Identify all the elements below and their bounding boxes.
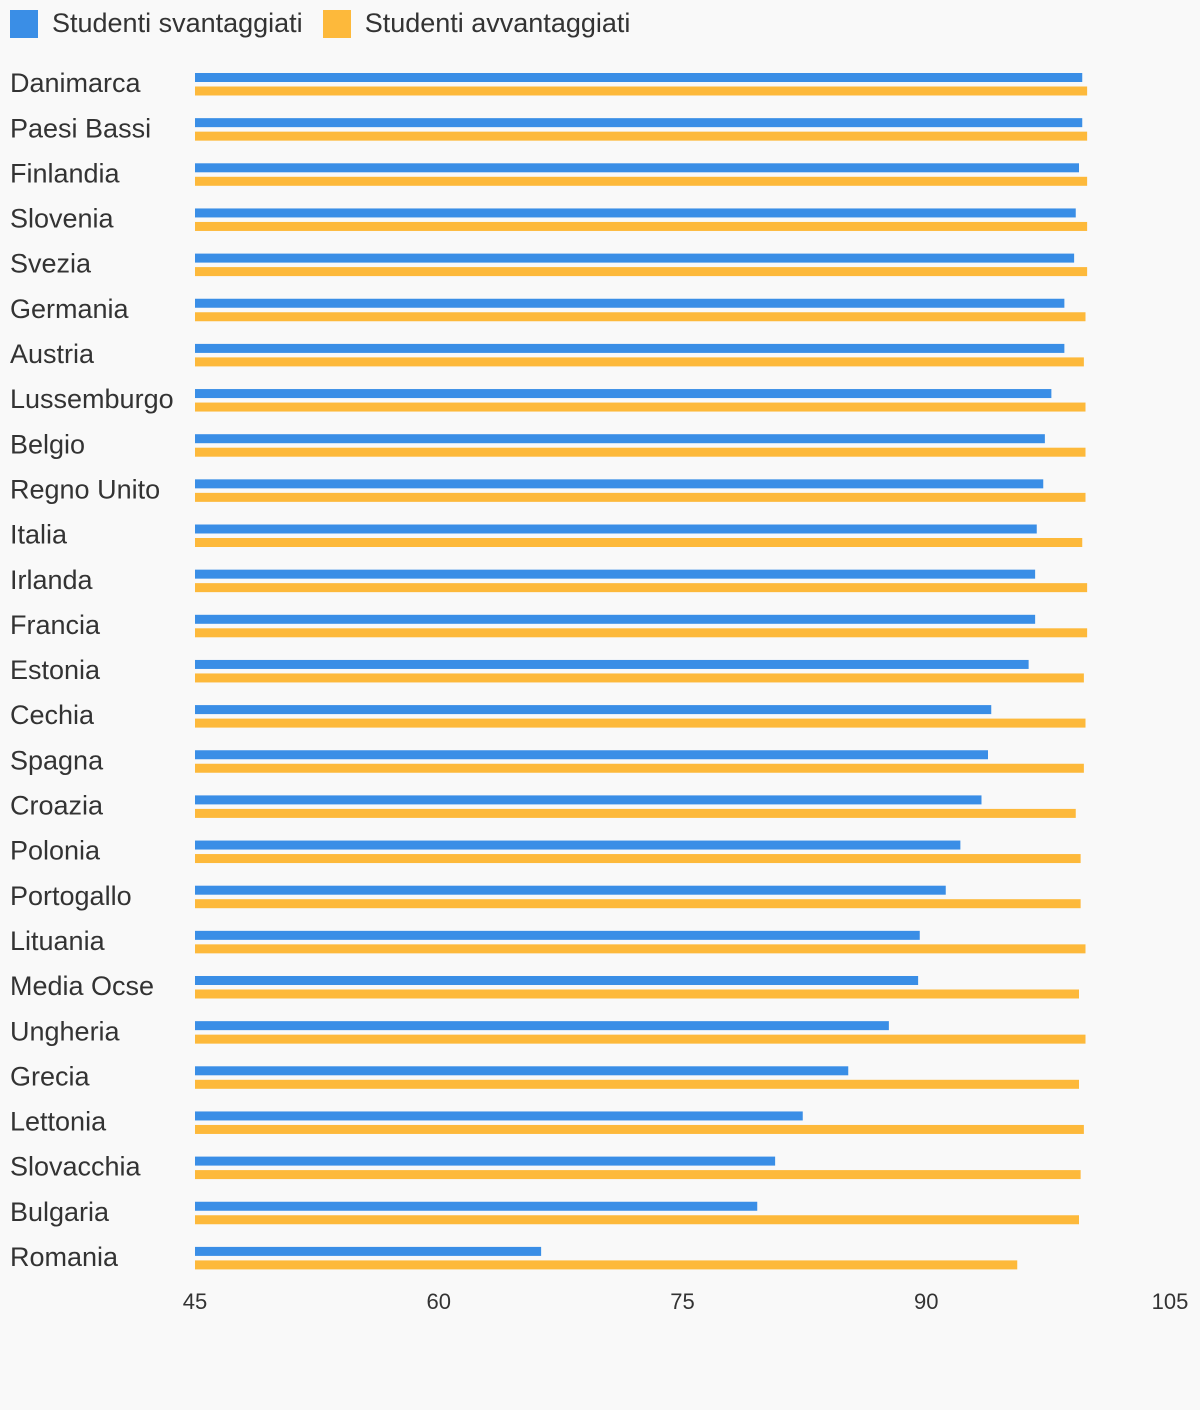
category-label: Danimarca (10, 68, 142, 98)
bar-disadvantaged[interactable] (195, 569, 1036, 579)
category-label: Slovacchia (10, 1152, 142, 1182)
bar-advantaged[interactable] (195, 583, 1088, 593)
bar-disadvantaged[interactable] (195, 389, 1052, 399)
legend-label-advantaged: Studenti avvantaggiati (364, 8, 631, 38)
legend-swatch-disadvantaged (10, 9, 38, 38)
bar-disadvantaged[interactable] (195, 163, 1079, 173)
bar-advantaged[interactable] (195, 267, 1088, 277)
category-label: Media Ocse (10, 971, 154, 1001)
bar-advantaged[interactable] (195, 357, 1084, 367)
category-label: Francia (10, 610, 101, 640)
bar-disadvantaged[interactable] (195, 343, 1065, 353)
bar-disadvantaged[interactable] (195, 750, 988, 760)
category-label: Slovenia (10, 204, 115, 234)
bar-advantaged[interactable] (195, 628, 1088, 638)
bar-disadvantaged[interactable] (195, 253, 1075, 263)
bar-disadvantaged[interactable] (195, 1021, 889, 1031)
bar-disadvantaged[interactable] (195, 298, 1065, 308)
category-label: Cechia (10, 700, 95, 730)
category-label: Ungheria (10, 1016, 121, 1046)
bar-advantaged[interactable] (195, 1215, 1079, 1225)
category-label: Lettonia (10, 1107, 107, 1137)
category-label: Romania (10, 1242, 119, 1272)
category-label: Irlanda (10, 565, 94, 595)
category-label: Italia (10, 520, 68, 550)
bar-disadvantaged[interactable] (195, 524, 1037, 534)
category-label: Regno Unito (10, 474, 160, 504)
category-label: Polonia (10, 836, 101, 866)
bar-advantaged[interactable] (195, 402, 1086, 412)
category-label: Lussemburgo (10, 384, 174, 414)
bar-disadvantaged[interactable] (195, 118, 1083, 128)
bar-disadvantaged[interactable] (195, 795, 982, 805)
bar-advantaged[interactable] (195, 221, 1088, 231)
category-label: Svezia (10, 249, 92, 279)
bar-advantaged[interactable] (195, 1079, 1079, 1089)
category-label: Grecia (10, 1061, 91, 1091)
category-label: Finlandia (10, 158, 121, 188)
bar-disadvantaged[interactable] (195, 1111, 803, 1121)
bar-disadvantaged[interactable] (195, 434, 1045, 444)
bar-disadvantaged[interactable] (195, 73, 1083, 82)
x-tick-label: 75 (670, 1289, 694, 1314)
bar-disadvantaged[interactable] (195, 659, 1029, 669)
bar-disadvantaged[interactable] (195, 885, 946, 895)
bar-advantaged[interactable] (195, 808, 1076, 818)
category-label: Belgio (10, 429, 85, 459)
bar-advantaged[interactable] (195, 944, 1086, 954)
category-label: Bulgaria (10, 1197, 110, 1227)
x-tick-label: 60 (427, 1289, 451, 1314)
bar-disadvantaged[interactable] (195, 705, 992, 715)
legend-item-advantaged[interactable]: Studenti avvantaggiati (322, 8, 631, 39)
bar-advantaged[interactable] (195, 312, 1086, 322)
bar-advantaged[interactable] (195, 899, 1081, 909)
bar-disadvantaged[interactable] (195, 1246, 542, 1256)
bar-advantaged[interactable] (195, 718, 1086, 728)
bar-advantaged[interactable] (195, 176, 1088, 186)
x-tick-label: 45 (183, 1289, 207, 1314)
category-label: Austria (10, 339, 95, 369)
category-label: Germania (10, 294, 130, 324)
bar-advantaged[interactable] (195, 538, 1083, 547)
category-label: Paesi Bassi (10, 113, 151, 143)
x-tick-label: 105 (1152, 1289, 1189, 1314)
chart-legend: Studenti svantaggiati Studenti avvantagg… (10, 8, 650, 39)
bar-advantaged[interactable] (195, 989, 1079, 999)
bar-disadvantaged[interactable] (195, 1066, 849, 1076)
bar-disadvantaged[interactable] (195, 479, 1044, 489)
bar-advantaged[interactable] (195, 1260, 1018, 1270)
bar-advantaged[interactable] (195, 1170, 1081, 1180)
category-label: Portogallo (10, 881, 132, 911)
bar-disadvantaged[interactable] (195, 208, 1076, 218)
category-label: Croazia (10, 791, 104, 821)
bar-disadvantaged[interactable] (195, 614, 1036, 624)
category-label: Estonia (10, 655, 101, 685)
bar-disadvantaged[interactable] (195, 840, 961, 850)
bar-disadvantaged[interactable] (195, 976, 919, 985)
bar-advantaged[interactable] (195, 1124, 1084, 1134)
legend-label-disadvantaged: Studenti svantaggiati (52, 8, 303, 38)
bar-disadvantaged[interactable] (195, 1156, 776, 1166)
bar-disadvantaged[interactable] (195, 1201, 758, 1211)
bar-advantaged[interactable] (195, 131, 1088, 141)
bar-advantaged[interactable] (195, 86, 1088, 96)
legend-item-disadvantaged[interactable]: Studenti svantaggiati (10, 8, 303, 39)
bar-advantaged[interactable] (195, 673, 1084, 683)
bar-advantaged[interactable] (195, 763, 1084, 773)
legend-swatch-advantaged (322, 9, 351, 38)
bar-advantaged[interactable] (195, 1034, 1086, 1044)
bar-advantaged[interactable] (195, 447, 1086, 457)
x-tick-label: 90 (914, 1289, 938, 1314)
category-label: Spagna (10, 745, 104, 775)
bar-advantaged[interactable] (195, 854, 1081, 864)
bar-disadvantaged[interactable] (195, 930, 920, 940)
bar-advantaged[interactable] (195, 492, 1086, 502)
category-label: Lituania (10, 926, 106, 956)
